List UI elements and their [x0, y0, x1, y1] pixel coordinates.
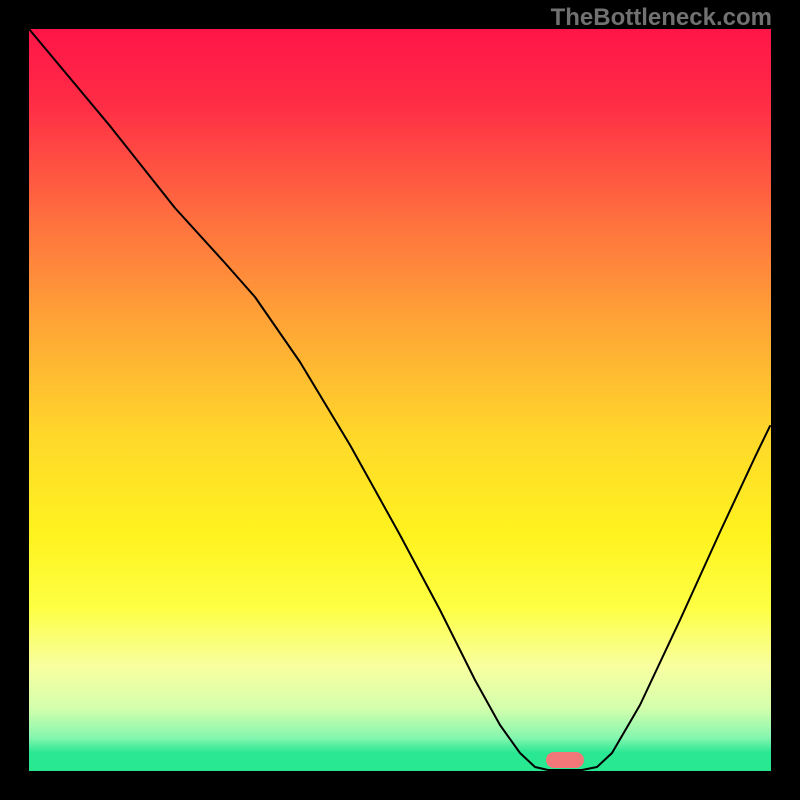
bottleneck-curve	[0, 0, 800, 800]
optimal-marker	[546, 752, 584, 768]
